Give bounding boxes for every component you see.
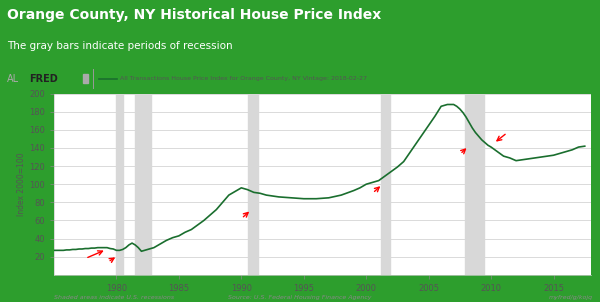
Bar bbox=[76, 72, 81, 85]
Text: Shaded areas indicate U.S. recessions: Shaded areas indicate U.S. recessions bbox=[54, 295, 174, 300]
Text: Orange County, NY Historical House Price Index: Orange County, NY Historical House Price… bbox=[7, 8, 382, 21]
Bar bbox=[135, 94, 151, 275]
Text: myfred/g/kojq: myfred/g/kojq bbox=[548, 295, 593, 300]
Bar bbox=[116, 94, 122, 275]
Bar bbox=[69, 69, 74, 88]
Bar bbox=[248, 94, 257, 275]
Y-axis label: Index 2000=100: Index 2000=100 bbox=[17, 153, 26, 216]
Bar bbox=[381, 94, 390, 275]
Text: AL: AL bbox=[7, 73, 19, 84]
Text: All Transactions House Price Index for Orange County, NY Vintage: 2018-02-27: All Transactions House Price Index for O… bbox=[120, 76, 367, 81]
Text: Source: U.S. Federal Housing Finance Agency: Source: U.S. Federal Housing Finance Age… bbox=[228, 295, 372, 300]
Text: The gray bars indicate periods of recession: The gray bars indicate periods of recess… bbox=[7, 41, 233, 51]
Text: FRED: FRED bbox=[29, 73, 58, 84]
Bar bbox=[465, 94, 484, 275]
Bar bbox=[83, 74, 88, 83]
